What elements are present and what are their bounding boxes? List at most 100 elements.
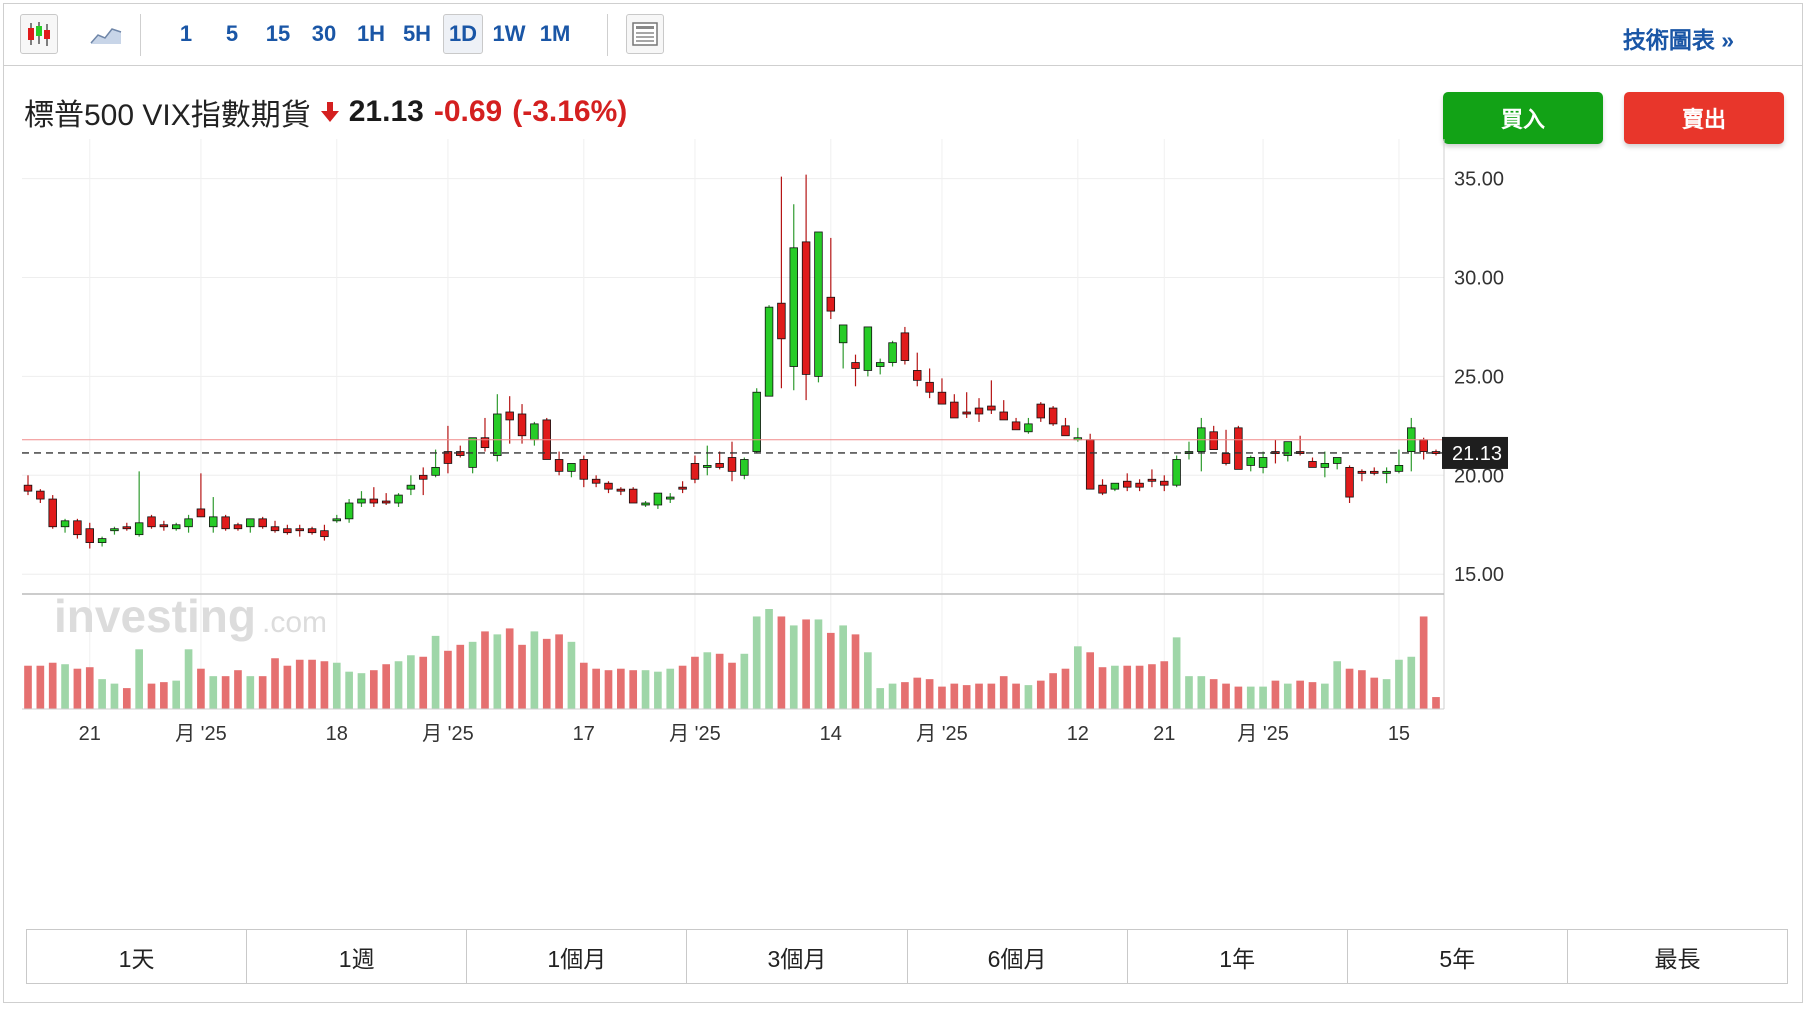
- volume-bar: [839, 625, 847, 709]
- candle-body: [406, 484, 416, 490]
- interval-30-button[interactable]: 30: [311, 21, 337, 46]
- area-chart-icon[interactable]: [88, 14, 124, 54]
- interval-1-button[interactable]: 1: [179, 21, 193, 46]
- candle-body: [974, 407, 984, 415]
- candle-body: [937, 391, 947, 405]
- sell-button[interactable]: 賣出: [1624, 92, 1784, 144]
- candle-body: [122, 526, 132, 530]
- candle-body: [1345, 466, 1354, 498]
- range-button[interactable]: 1週: [247, 930, 468, 983]
- candle-body: [209, 516, 218, 528]
- candle-body: [23, 484, 33, 492]
- x-tick-label: 21: [79, 723, 101, 745]
- volume-bar: [1024, 685, 1033, 709]
- x-tick-label: 月 '25: [669, 723, 721, 745]
- candle-body: [1036, 403, 1046, 419]
- volume-bar: [1234, 686, 1243, 709]
- price-chart[interactable]: investing .com 15.00 20.00 25.00 30.00 35.00…: [4, 4, 1804, 924]
- volume-bar: [1197, 676, 1206, 709]
- volume-bar: [147, 683, 156, 709]
- candle-body: [1357, 470, 1367, 474]
- candlesticks: [23, 174, 1441, 549]
- volume-bar: [61, 664, 69, 709]
- candle-body: [1122, 480, 1132, 488]
- volume-bar: [728, 662, 736, 709]
- candle-body: [604, 482, 613, 490]
- candle-body: [715, 463, 724, 468]
- volume-bar: [1061, 668, 1070, 709]
- candle-body: [1024, 423, 1033, 433]
- candle-body: [863, 326, 873, 371]
- interval-1h-button[interactable]: 1H: [356, 21, 386, 46]
- layout-settings-icon[interactable]: [626, 14, 664, 54]
- chart-toolbar: 1 5 15 30 1H 5H 1D 1W 1M 技術圖表 »: [4, 4, 1802, 66]
- instrument-price: 21.13: [348, 95, 424, 128]
- x-tick-label: 18: [326, 723, 348, 745]
- y-tick-label: 30.00: [1454, 267, 1504, 289]
- candle-body: [344, 502, 354, 520]
- volume-bar: [1370, 677, 1379, 709]
- candle-body: [913, 370, 922, 381]
- candle-body: [777, 302, 786, 340]
- y-tick-label: 35.00: [1454, 169, 1504, 191]
- candlestick-chart-icon[interactable]: [20, 14, 58, 54]
- x-tick-label: 月 '25: [1237, 723, 1289, 745]
- volume-bar: [382, 664, 391, 709]
- candle-body: [394, 494, 403, 504]
- candle-body: [567, 463, 576, 472]
- candle-body: [1011, 421, 1021, 431]
- candle-body: [320, 530, 329, 538]
- volume-bar: [802, 619, 810, 709]
- candle-body: [579, 459, 589, 480]
- candle-body: [838, 324, 848, 344]
- volume-bar: [345, 671, 353, 709]
- volume-bar: [1012, 683, 1020, 709]
- volume-bar: [777, 616, 786, 709]
- watermark-brand: investing: [54, 590, 256, 642]
- interval-5h-button[interactable]: 5H: [402, 21, 432, 46]
- interval-1w-button[interactable]: 1W: [492, 21, 526, 46]
- volume-bar: [715, 653, 724, 709]
- volume-bar: [110, 683, 119, 709]
- candle-body: [1098, 484, 1107, 494]
- candle-body: [295, 528, 304, 532]
- time-range-selector: 1天 1週 1個月 3個月 6個月 1年 5年 最長: [26, 929, 1788, 984]
- interval-5-button[interactable]: 5: [225, 21, 239, 46]
- candle-body: [814, 231, 823, 377]
- y-tick-label: 20.00: [1454, 465, 1504, 487]
- candle-body: [1246, 457, 1255, 466]
- candle-body: [73, 520, 82, 536]
- watermark-suffix: .com: [262, 606, 327, 639]
- volume-bar: [789, 625, 798, 709]
- candle-body: [196, 508, 206, 518]
- range-button[interactable]: 1天: [27, 930, 248, 983]
- interval-1m-button[interactable]: 1M: [539, 21, 571, 46]
- volume-bar: [481, 631, 489, 709]
- volume-bar: [1432, 697, 1440, 709]
- candle-body: [332, 518, 342, 522]
- candle-body: [801, 241, 811, 375]
- chart-axes: 15.00 20.00 25.00 30.00 35.00 21 月 '25 18 月 '25 1…: [22, 139, 1508, 745]
- range-button[interactable]: 1年: [1128, 930, 1348, 983]
- range-button[interactable]: 3個月: [687, 930, 908, 983]
- volume-bar: [962, 685, 971, 709]
- volume-bar: [73, 668, 82, 709]
- candle-body: [1085, 439, 1095, 490]
- candle-body: [110, 528, 119, 532]
- range-button[interactable]: 最長: [1654, 945, 1701, 972]
- candle-body: [962, 411, 971, 415]
- buy-button[interactable]: 買入: [1443, 92, 1603, 144]
- interval-15-button[interactable]: 15: [265, 21, 291, 46]
- interval-1d-button[interactable]: 1D: [443, 14, 483, 54]
- volume-bar: [752, 616, 761, 709]
- candle-body: [1394, 465, 1404, 472]
- volume-bar: [1382, 679, 1391, 709]
- candle-body: [221, 516, 230, 530]
- volume-bar: [1419, 616, 1428, 709]
- technical-chart-link[interactable]: 技術圖表 »: [1622, 27, 1734, 53]
- range-button[interactable]: 6個月: [908, 930, 1128, 983]
- range-button[interactable]: 5年: [1348, 930, 1568, 983]
- volume-bar: [1333, 661, 1342, 709]
- candle-body: [826, 296, 836, 312]
- range-button[interactable]: 1個月: [467, 930, 688, 983]
